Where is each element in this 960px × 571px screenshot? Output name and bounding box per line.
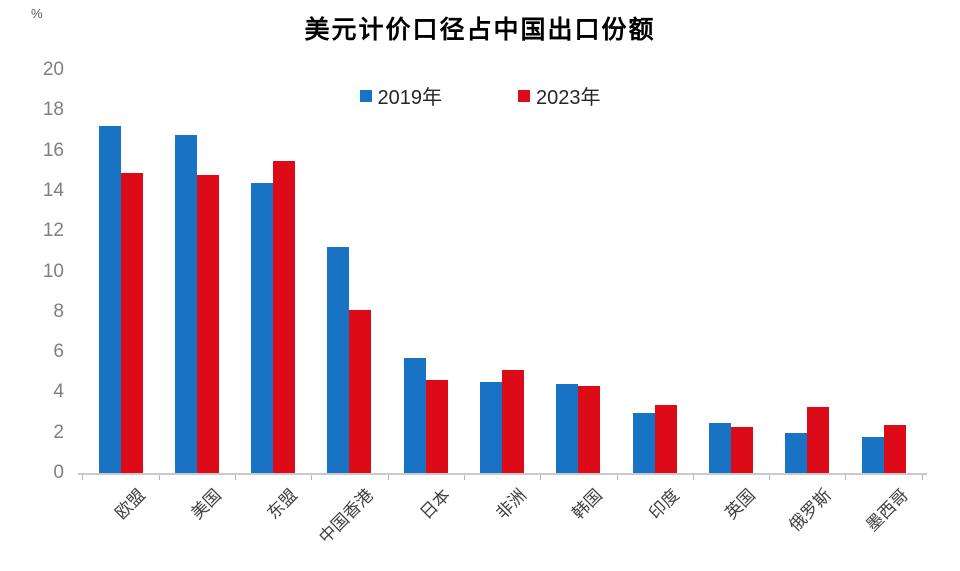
- x-axis-label: 日本: [416, 485, 454, 524]
- x-axis-label: 东盟: [263, 485, 302, 524]
- y-axis-label: 14: [42, 179, 64, 201]
- axis-tick: [82, 475, 84, 480]
- bar-series1-cat10: [883, 424, 906, 473]
- x-axis-label: 印度: [645, 485, 683, 524]
- bar-series1-cat4: [425, 380, 448, 473]
- y-axis-label: 2: [53, 421, 64, 443]
- bar-series0-cat4: [403, 358, 426, 473]
- legend-swatch-2023-icon: [518, 89, 530, 102]
- axis-tick: [234, 475, 236, 480]
- bar-series1-cat1: [196, 174, 219, 473]
- bar-series0-cat5: [480, 382, 502, 473]
- bar-series1-cat9: [807, 406, 830, 473]
- axis-tick: [311, 475, 313, 480]
- axis-tick: [921, 475, 923, 480]
- bar-series1-cat2: [273, 160, 296, 473]
- axis-tick: [845, 475, 847, 480]
- y-axis-label: 12: [42, 220, 64, 242]
- x-axis-label: 中国香港: [315, 485, 378, 548]
- bar-series0-cat6: [556, 384, 579, 473]
- bar-series1-cat3: [349, 309, 372, 473]
- x-axis-line: [78, 473, 927, 475]
- bar-series1-cat6: [578, 386, 601, 473]
- legend-item-2019: 2019年: [359, 81, 443, 110]
- bar-series0-cat9: [785, 432, 808, 473]
- bar-series0-cat8: [708, 422, 731, 473]
- axis-tick: [387, 475, 389, 480]
- x-axis-label: 欧盟: [110, 485, 149, 524]
- bar-series0-cat3: [327, 247, 350, 473]
- y-axis-label: 0: [53, 462, 64, 483]
- x-axis-label: 韩国: [568, 485, 607, 524]
- axis-tick: [769, 475, 770, 480]
- x-axis-label: 美国: [187, 485, 225, 524]
- bar-series1-cat0: [120, 172, 143, 473]
- y-axis-unit-label: %: [31, 6, 43, 21]
- legend-item-2023: 2023年: [518, 81, 601, 110]
- x-axis-label: 墨西哥: [861, 485, 912, 536]
- bar-series0-cat0: [98, 126, 121, 473]
- axis-tick: [616, 475, 618, 480]
- x-axis-label: 英国: [721, 485, 759, 524]
- axis-tick: [540, 475, 542, 480]
- y-axis-label: 8: [53, 300, 64, 322]
- legend-label-2019: 2019年: [377, 87, 443, 109]
- y-axis-label: 10: [42, 260, 64, 282]
- legend-swatch-2019-icon: [359, 89, 372, 102]
- y-axis-label: 18: [42, 99, 64, 121]
- y-axis-label: 6: [53, 341, 64, 363]
- y-axis-label: 4: [53, 381, 64, 403]
- bar-series1-cat7: [654, 404, 677, 473]
- legend: 2019年 2023年: [0, 81, 960, 110]
- bar-series0-cat7: [632, 412, 655, 473]
- bar-series0-cat1: [174, 134, 197, 473]
- x-axis-label: 俄罗斯: [785, 485, 836, 536]
- legend-label-2023: 2023年: [536, 87, 601, 109]
- x-axis-label: 非洲: [492, 485, 530, 524]
- axis-tick: [158, 475, 160, 480]
- y-axis-label: 20: [42, 59, 64, 80]
- bar-series0-cat2: [251, 182, 274, 473]
- bar-series0-cat10: [861, 436, 884, 473]
- axis-tick: [692, 475, 694, 480]
- y-axis-label: 16: [42, 139, 64, 161]
- chart-title: 美元计价口径占中国出口份额: [304, 17, 656, 44]
- bar-series1-cat5: [502, 370, 524, 473]
- bar-series1-cat8: [730, 426, 753, 473]
- axis-tick: [463, 475, 465, 480]
